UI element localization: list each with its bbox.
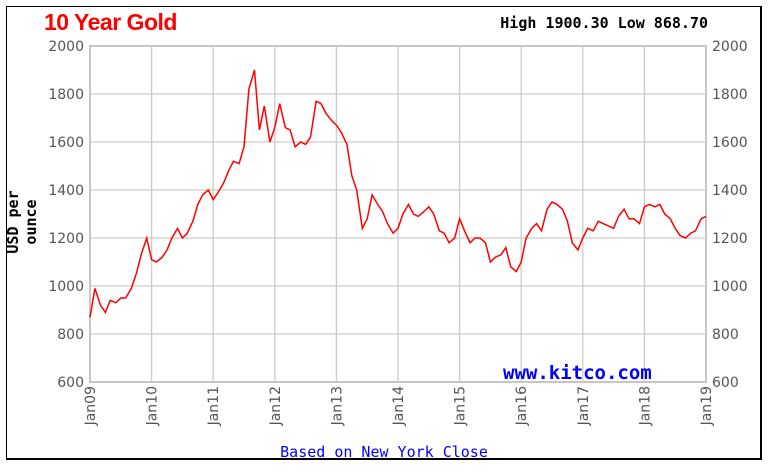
kitco-watermark[interactable]: www.kitco.com [503,362,652,384]
y-tick-label-right: 1600 [712,135,748,151]
y-tick-label-right: 800 [712,327,739,343]
x-tick-label: Jan12 [268,386,284,426]
y-tick-label-left: 600 [57,375,84,391]
x-tick-label: Jan13 [329,386,345,426]
high-low-summary: High 1900.30 Low 868.70 [500,14,708,32]
x-tick-label: Jan15 [453,386,469,426]
basis-note[interactable]: Based on New York Close [280,443,488,461]
y-tick-label-left: 1200 [48,231,84,247]
gold-price-line [89,69,707,318]
y-tick-label-right: 1800 [712,87,748,103]
y-tick-label-left: 1800 [48,87,84,103]
y-tick-label-right: 1400 [712,183,748,199]
y-tick-label-left: 1000 [48,279,84,295]
y-tick-label-right: 1200 [712,231,748,247]
x-tick-label: Jan11 [206,386,222,426]
y-tick-label-left: 1400 [48,183,84,199]
chart-frame [6,6,762,460]
x-tick-label: Jan18 [637,386,653,426]
x-tick-label: Jan19 [699,386,715,426]
y-tick-label-right: 2000 [712,39,748,55]
y-tick-label-right: 600 [712,375,739,391]
x-tick-label: Jan16 [514,386,530,426]
x-tick-label: Jan09 [83,386,99,426]
y-tick-label-right: 1000 [712,279,748,295]
x-tick-label: Jan17 [576,386,592,426]
x-tick-label: Jan14 [391,386,407,426]
chart-title: 10 Year Gold [44,9,177,35]
y-tick-label-left: 2000 [48,39,84,55]
y-tick-label-left: 1600 [48,135,84,151]
x-tick-label: Jan10 [145,386,161,426]
y-tick-label-left: 800 [57,327,84,343]
